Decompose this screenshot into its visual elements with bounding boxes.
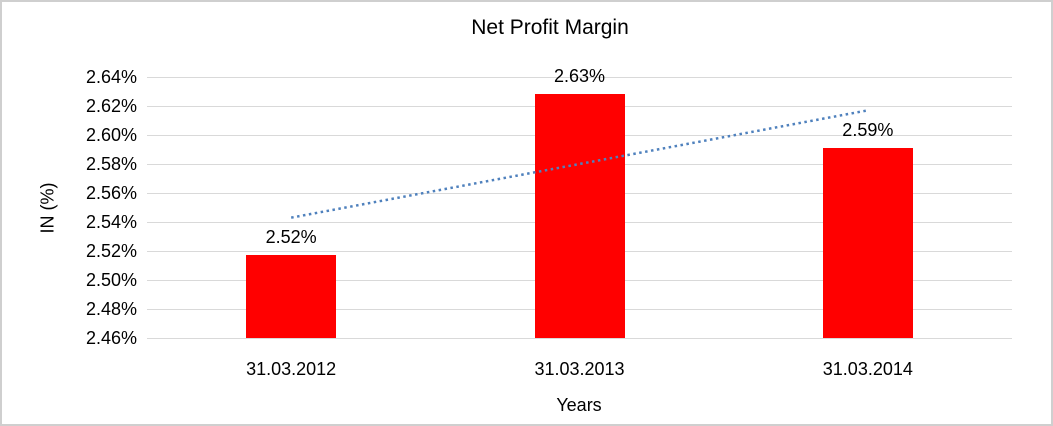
y-tick-label: 2.64%	[85, 67, 137, 87]
bar-data-label: 2.59%	[842, 120, 894, 141]
y-tick-label: 2.50%	[85, 270, 137, 290]
y-tick-label: 2.46%	[85, 328, 137, 348]
plot-area	[147, 77, 1012, 339]
bar-data-label: 2.52%	[265, 227, 317, 248]
y-tick-label: 2.48%	[85, 299, 137, 319]
x-category-label: 31.03.2014	[822, 359, 913, 379]
bar-data-label: 2.63%	[553, 66, 606, 87]
y-tick-label: 2.54%	[85, 212, 137, 232]
y-tick-label: 2.58%	[85, 154, 137, 174]
gridline	[147, 338, 1012, 339]
y-tick-label: 2.62%	[85, 96, 137, 116]
gridline	[147, 77, 1012, 78]
bar	[822, 148, 913, 338]
bar	[534, 94, 625, 338]
bar	[246, 255, 337, 338]
y-tick-label: 2.56%	[85, 183, 137, 203]
x-category-label: 31.03.2012	[246, 359, 337, 379]
y-tick-label: 2.52%	[85, 241, 137, 261]
x-category-label: 31.03.2013	[534, 359, 625, 379]
y-tick-label: 2.60%	[85, 125, 137, 145]
x-axis-title: Years	[556, 395, 602, 415]
chart-title: Net Profit Margin	[471, 16, 629, 39]
